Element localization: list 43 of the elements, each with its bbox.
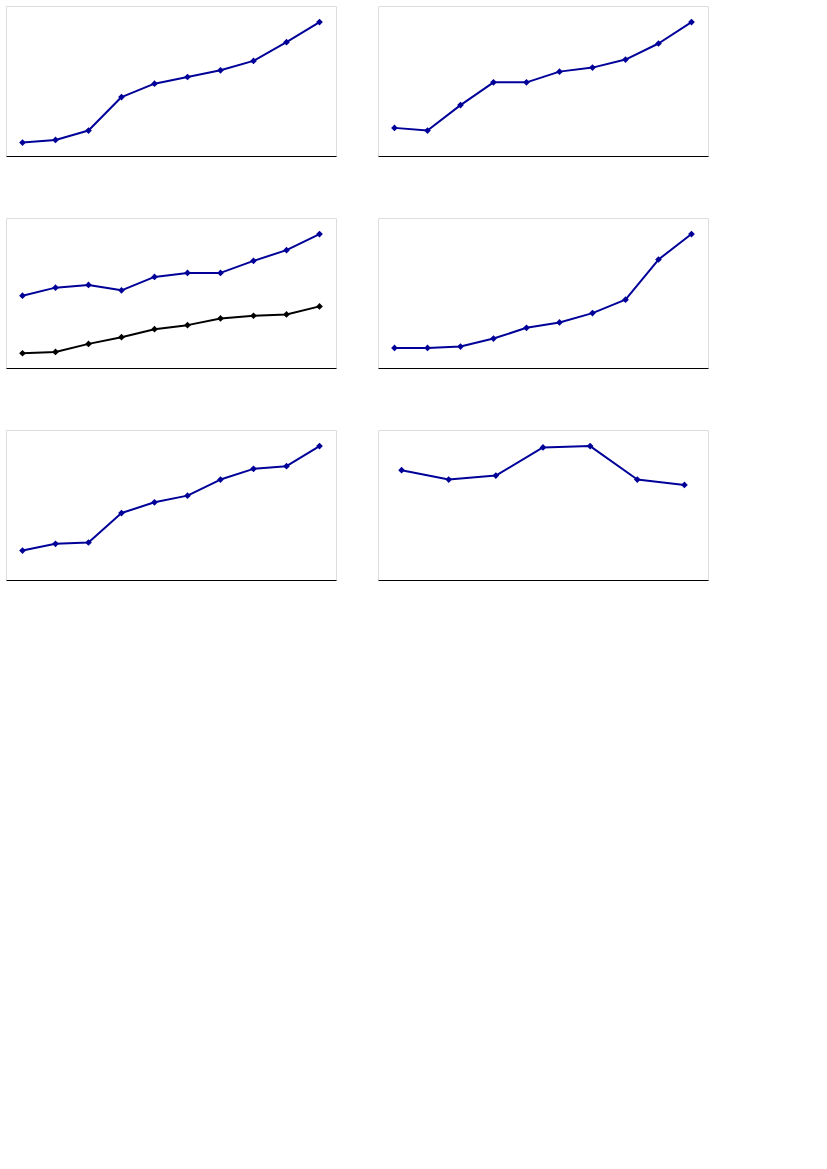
point (19, 139, 26, 146)
point (283, 311, 290, 318)
point (250, 465, 257, 473)
point (151, 498, 158, 506)
point (681, 481, 688, 489)
point (250, 312, 257, 320)
point (217, 66, 224, 74)
point (85, 127, 92, 134)
point (398, 466, 405, 474)
point (622, 296, 629, 304)
point (556, 319, 563, 326)
point (589, 64, 596, 71)
point (445, 476, 453, 483)
point (490, 335, 497, 342)
point (633, 476, 641, 483)
point (492, 472, 500, 479)
point (523, 78, 530, 86)
point (556, 68, 563, 75)
point (151, 325, 158, 333)
point (19, 292, 26, 300)
point (118, 333, 125, 341)
point (19, 349, 26, 357)
point (655, 40, 662, 47)
point (52, 540, 59, 548)
point (19, 547, 26, 554)
point (184, 492, 191, 499)
point (655, 256, 662, 263)
point (523, 324, 530, 332)
point (316, 303, 323, 310)
point (52, 284, 59, 291)
point (424, 127, 431, 134)
point (118, 286, 125, 294)
point (490, 78, 497, 86)
point (586, 442, 594, 450)
point (217, 315, 224, 322)
point (457, 343, 464, 350)
point (217, 476, 224, 483)
point (283, 462, 290, 470)
point (622, 56, 629, 63)
point (283, 38, 290, 46)
point (85, 539, 92, 546)
point (250, 257, 257, 265)
point (151, 80, 158, 88)
